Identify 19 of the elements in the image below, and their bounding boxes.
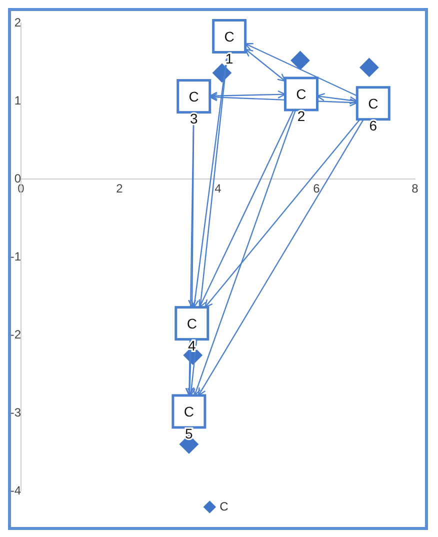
y-tick-label: 2: [14, 15, 22, 30]
annotation: C: [224, 28, 234, 44]
annotation: C: [184, 403, 194, 420]
y-tick-label: 0: [14, 171, 22, 186]
annotation: C: [188, 88, 199, 104]
annotation: 6: [369, 117, 378, 134]
x-tick-label: 4: [214, 182, 222, 196]
y-tick-label: -4: [10, 483, 22, 498]
annotation: C: [186, 315, 197, 332]
legend-label: C: [220, 499, 229, 514]
x-tick-label: 2: [116, 182, 124, 196]
annotation: C: [368, 95, 378, 112]
annotation: 4: [188, 337, 196, 354]
x-tick-label: 8: [412, 182, 419, 196]
y-tick-label: -3: [10, 405, 22, 420]
x-tick-label: 6: [313, 182, 320, 196]
y-tick-label: -1: [10, 249, 22, 264]
y-tick-label: -2: [10, 327, 22, 342]
y-tick-label: 1: [14, 93, 22, 108]
